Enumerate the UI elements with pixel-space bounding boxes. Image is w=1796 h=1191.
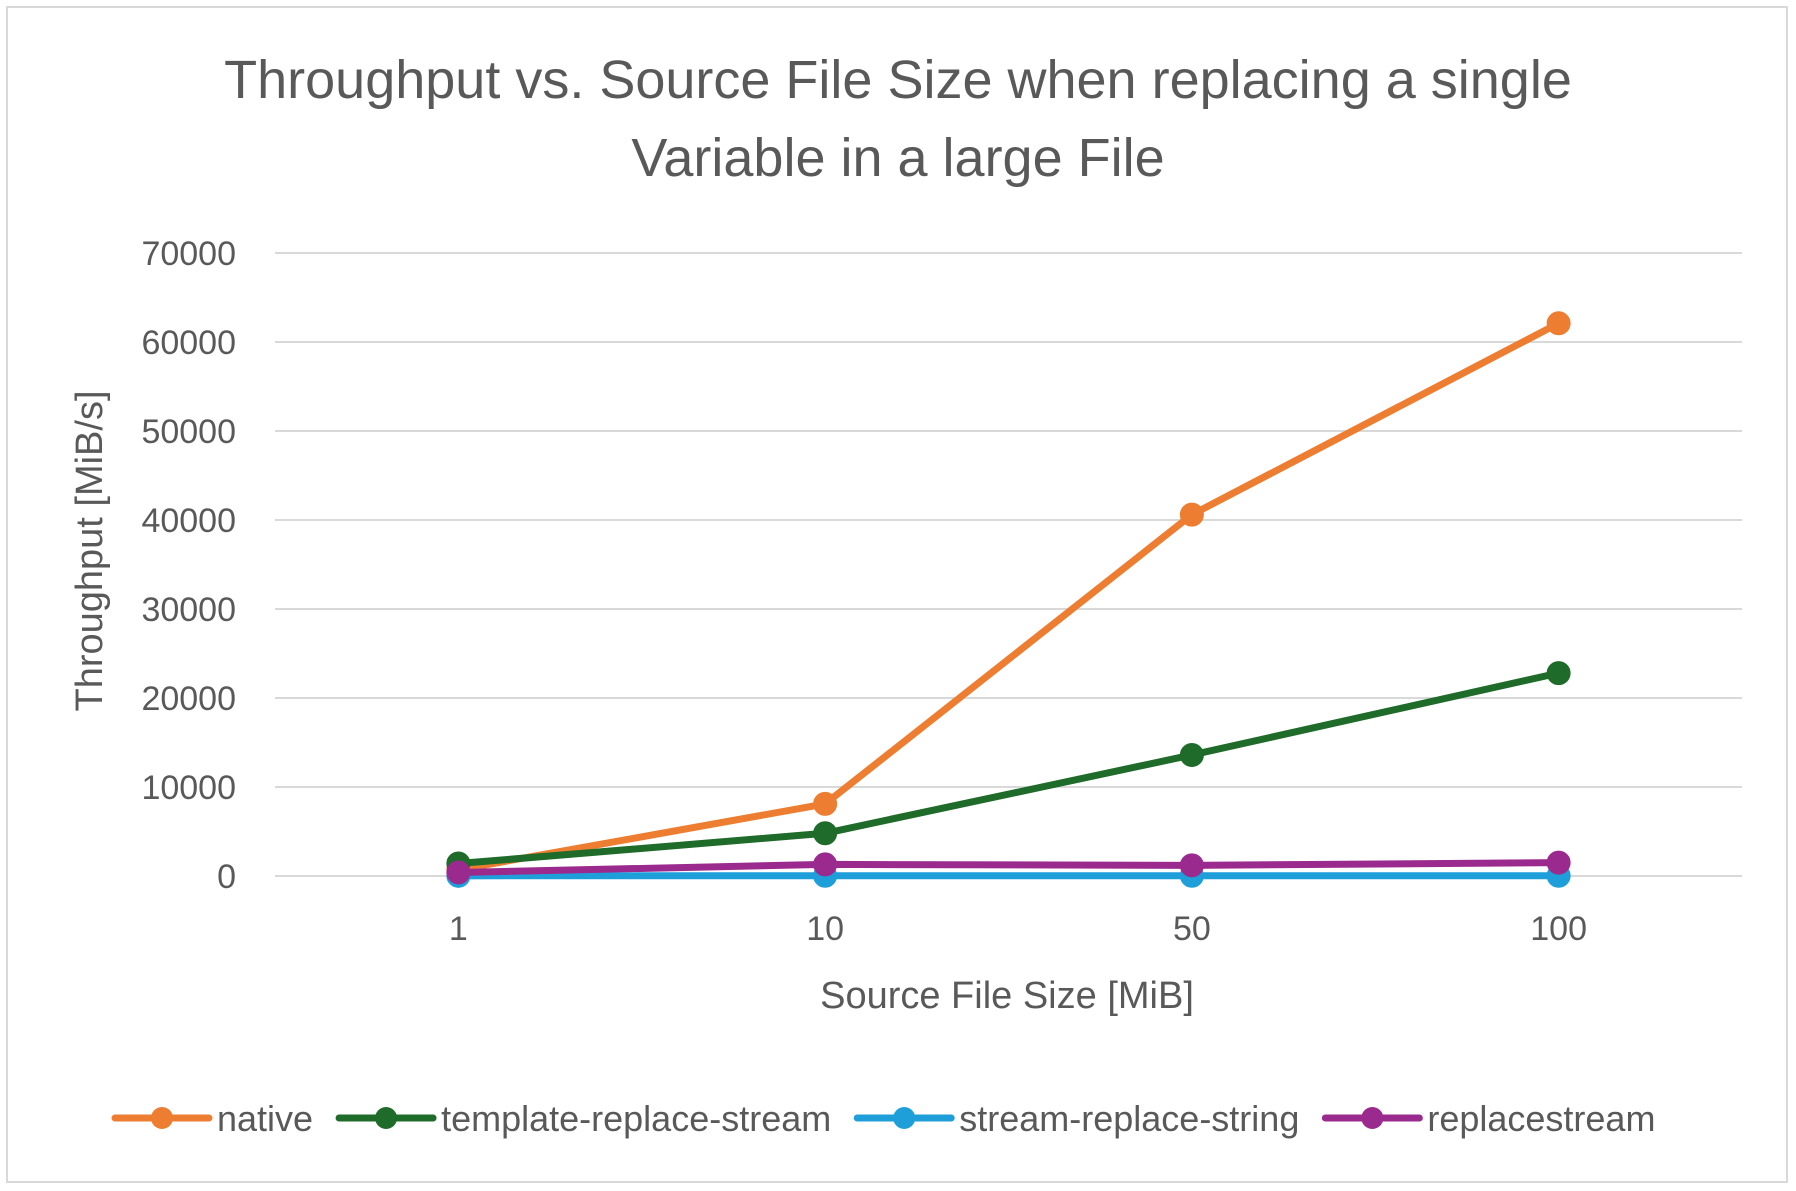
data-point	[1179, 742, 1204, 767]
x-tick-label: 100	[1530, 910, 1587, 948]
legend-item-template-replace-stream: template-replace-stream	[335, 1098, 831, 1139]
legend-item-stream-replace-string: stream-replace-string	[853, 1098, 1299, 1139]
legend-swatch-marker	[151, 1107, 173, 1129]
series-line	[454, 669, 1563, 868]
y-tick-label: 60000	[141, 324, 236, 362]
x-tick-label: 10	[806, 910, 844, 948]
data-point	[813, 852, 838, 877]
y-tick-label: 40000	[141, 502, 236, 540]
x-tick-label: 1	[449, 910, 468, 948]
chart-frame	[6, 6, 1788, 1183]
y-tick-label: 50000	[141, 413, 236, 451]
legend-item-replacestream: replacestream	[1321, 1098, 1655, 1139]
y-tick-label: 0	[217, 858, 236, 896]
legend: native template-replace-stream stream-repl…	[111, 1098, 1655, 1139]
gridlines	[275, 252, 1742, 877]
y-tick-label: 10000	[141, 769, 236, 807]
legend-label: template-replace-stream	[441, 1098, 831, 1139]
legend-label: native	[217, 1098, 313, 1139]
y-axis-title: Throughput [MiB/s]	[69, 390, 111, 711]
series-replacestream	[446, 850, 1571, 885]
series-template-replace-stream	[446, 661, 1571, 876]
data-point	[813, 821, 838, 846]
x-tick-label: 50	[1173, 910, 1211, 948]
legend-swatch-marker	[375, 1107, 398, 1129]
legend-label: stream-replace-string	[959, 1098, 1299, 1139]
chart-title: Throughput vs. Source File Size when rep…	[224, 50, 1572, 188]
data-point	[1546, 661, 1571, 686]
x-axis-tick-labels: 1 10 50 100	[449, 910, 1587, 948]
series-line	[454, 319, 1563, 874]
data-point	[1546, 311, 1571, 336]
x-axis-title: Source File Size [MiB]	[820, 975, 1194, 1017]
data-point	[813, 791, 838, 816]
series-lines	[446, 311, 1571, 888]
data-point	[446, 860, 471, 885]
legend-label: replacestream	[1427, 1098, 1655, 1139]
legend-swatch-marker	[893, 1107, 916, 1129]
y-tick-label: 20000	[141, 680, 236, 718]
y-tick-label: 70000	[141, 235, 236, 273]
chart-title-line-1: Throughput vs. Source File Size when rep…	[224, 50, 1572, 110]
y-tick-label: 30000	[141, 591, 236, 629]
legend-swatch-marker	[1361, 1107, 1384, 1129]
data-point	[1179, 853, 1204, 878]
chart-title-line-2: Variable in a large File	[631, 128, 1164, 188]
y-axis-tick-labels: 0 10000 20000 30000 40000 50000 60000 70000	[141, 235, 236, 896]
data-point	[1546, 850, 1571, 875]
series-line	[454, 859, 1563, 876]
data-point	[1179, 502, 1204, 527]
legend-item-native: native	[111, 1098, 313, 1139]
